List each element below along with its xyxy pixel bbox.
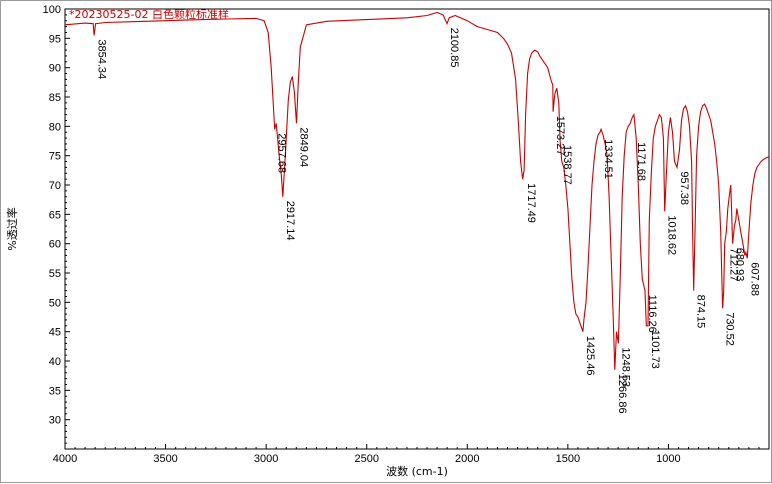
y-tick-label: 90 (49, 63, 61, 75)
peak-label: 1334.51 (602, 139, 614, 179)
plot-area (64, 8, 770, 450)
peak-label: 607.88 (748, 262, 760, 296)
peak-labels: 3854.34 2957.68 2917.14 2849.04 2100.85 1717.… (95, 28, 760, 414)
peak-label: 1171.68 (635, 142, 647, 181)
y-tick-label: 60 (49, 239, 61, 251)
y-tick-label: 95 (49, 33, 61, 45)
x-axis: 4000 3500 3000 2500 2000 1500 1000 (53, 444, 760, 465)
y-tick-label: 45 (49, 327, 61, 339)
y-tick-label: 65 (49, 209, 61, 221)
peak-label: 1116.26 (646, 295, 658, 333)
x-tick-label: 3000 (254, 453, 278, 465)
x-tick-label: 1000 (656, 453, 680, 465)
x-tick-label: 3500 (153, 453, 177, 465)
y-axis: 30 35 40 45 50 55 60 65 70 75 80 85 90 95 100 (43, 4, 70, 444)
y-tick-label: 40 (49, 356, 61, 368)
y-tick-label: 30 (49, 415, 61, 427)
peak-label: 1266.86 (616, 374, 628, 414)
peak-label: 1425.46 (584, 336, 596, 376)
peak-label: 2849.04 (298, 127, 310, 167)
y-tick-label: 85 (49, 92, 61, 104)
x-tick-label: 4000 (53, 453, 77, 465)
peak-label: 1018.62 (666, 215, 678, 255)
x-axis-title: 波数 (cm-1) (386, 465, 448, 478)
peak-label: 2100.85 (448, 28, 460, 68)
peak-label: 957.38 (678, 171, 690, 205)
y-tick-label: 55 (49, 268, 61, 280)
y-tick-label: 100 (43, 4, 61, 16)
peak-label: 2917.14 (284, 201, 296, 241)
y-tick-label: 50 (49, 297, 61, 309)
y-axis-title: %透过率 (5, 207, 19, 250)
peak-label: 730.52 (724, 312, 736, 346)
peak-label: 1573.27 (554, 116, 566, 156)
peak-label: 1248.53 (619, 347, 631, 387)
y-tick-label: 70 (49, 180, 61, 192)
x-tick-label: 2000 (455, 453, 479, 465)
x-tick-label: 2500 (354, 453, 378, 465)
peak-label: 1101.73 (649, 330, 661, 369)
peak-label: 874.15 (695, 295, 707, 329)
peak-label: 3854.34 (95, 39, 107, 79)
x-tick-label: 1500 (556, 453, 580, 465)
peak-label: 1538.77 (561, 145, 573, 185)
peak-label: 712.27 (727, 248, 739, 282)
peak-label: 1717.49 (525, 183, 537, 223)
y-tick-label: 35 (49, 385, 61, 397)
peak-label: 2957.68 (276, 133, 288, 173)
spectrum-line (64, 11, 770, 370)
y-tick-label: 80 (49, 121, 61, 133)
sample-label: *20230525-02 白色颗粒标准样 (69, 7, 229, 21)
peak-label: 680.93 (734, 248, 746, 282)
y-tick-label: 75 (49, 151, 61, 163)
